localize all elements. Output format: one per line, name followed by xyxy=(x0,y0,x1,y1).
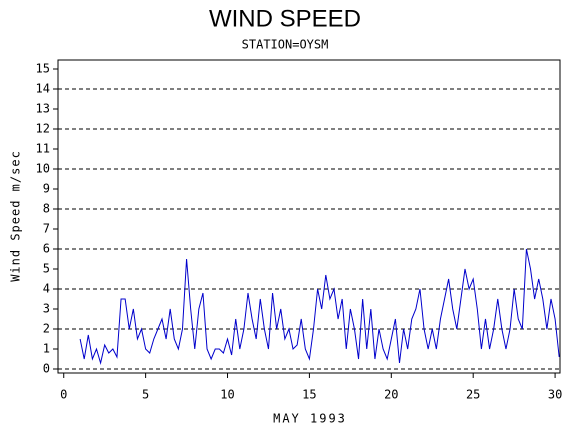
chart-title: WIND SPEED xyxy=(209,5,361,32)
y-tick-label: 7 xyxy=(43,222,50,236)
x-tick-label: 10 xyxy=(220,388,234,402)
y-tick-label: 12 xyxy=(36,122,50,136)
x-axis-label: MAY 1993 xyxy=(273,412,347,426)
x-tick-label: 30 xyxy=(548,388,562,402)
y-tick-label: 3 xyxy=(43,302,50,316)
y-tick-label: 2 xyxy=(43,322,50,336)
y-tick-label: 15 xyxy=(36,62,50,76)
y-tick-label: 13 xyxy=(36,102,50,116)
x-tick-label: 15 xyxy=(302,388,316,402)
y-tick-label: 14 xyxy=(36,82,50,96)
y-axis-label: Wind Speed m/sec xyxy=(9,150,23,282)
x-tick-label: 0 xyxy=(60,388,67,402)
y-tick-label: 6 xyxy=(43,242,50,256)
y-tick-label: 10 xyxy=(36,162,50,176)
y-tick-label: 0 xyxy=(43,362,50,376)
x-tick-label: 20 xyxy=(384,388,398,402)
x-tick-label: 5 xyxy=(142,388,149,402)
y-tick-label: 1 xyxy=(43,342,50,356)
y-tick-label: 9 xyxy=(43,182,50,196)
y-tick-label: 5 xyxy=(43,262,50,276)
y-tick-label: 8 xyxy=(43,202,50,216)
chart-subtitle: STATION=OYSM xyxy=(242,38,329,52)
x-tick-label: 25 xyxy=(466,388,480,402)
y-tick-label: 4 xyxy=(43,282,50,296)
y-tick-label: 11 xyxy=(36,142,50,156)
data-line xyxy=(79,248,560,365)
